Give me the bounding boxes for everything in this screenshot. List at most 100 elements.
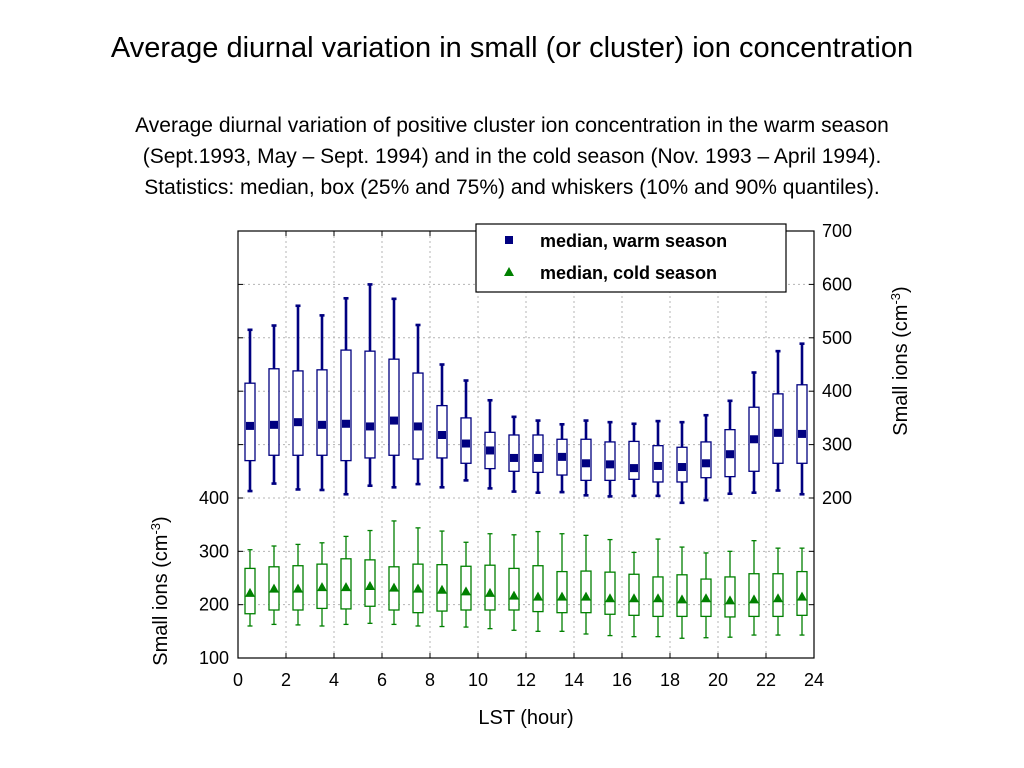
- cold-box-group: [340, 535, 352, 626]
- cold-median-marker: [413, 583, 423, 593]
- warm-box-group: [652, 419, 664, 498]
- y-axis-label-right-text: Small ions (cm: [890, 305, 912, 436]
- warm-box-group: [796, 342, 808, 496]
- warm-box-group: [628, 422, 640, 498]
- warm-median-marker: [558, 452, 566, 461]
- cold-median-marker: [461, 586, 471, 596]
- cold-box-group: [604, 538, 616, 637]
- cold-median-marker: [557, 591, 567, 601]
- warm-median-marker: [318, 420, 326, 429]
- warm-box-group: [604, 420, 616, 498]
- warm-median-marker: [270, 420, 278, 429]
- y-tick-label-right: 200: [822, 488, 852, 508]
- subtitle-line-2: (Sept.1993, May – Sept. 1994) and in the…: [142, 145, 882, 168]
- warm-median-marker: [486, 446, 494, 455]
- y-tick-label-right: 700: [822, 221, 852, 241]
- warm-box-group: [700, 413, 712, 502]
- cold-box-group: [292, 543, 304, 626]
- cold-box: [532, 565, 544, 613]
- warm-box-group: [412, 323, 424, 486]
- cold-box-group: [244, 549, 256, 627]
- cold-box-group: [364, 529, 376, 624]
- box-plot-layer: [244, 283, 808, 639]
- x-tick-label: 20: [708, 670, 728, 690]
- cold-median-marker: [509, 590, 519, 600]
- cold-box-group: [268, 545, 280, 626]
- warm-box-group: [748, 371, 760, 494]
- x-axis-label: LST (hour): [478, 707, 573, 729]
- chart-subtitle: Average diurnal variation of positive cl…: [0, 110, 1024, 203]
- cold-median-marker: [581, 591, 591, 601]
- y-tick-label-right: 500: [822, 328, 852, 348]
- cold-box-group: [412, 527, 424, 627]
- warm-median-marker: [294, 418, 302, 427]
- warm-box-group: [676, 420, 688, 505]
- cold-box-group: [460, 541, 472, 628]
- warm-box-group: [388, 297, 400, 489]
- warm-median-marker: [726, 450, 734, 459]
- warm-median-marker: [654, 461, 662, 470]
- x-tick-label: 4: [329, 670, 339, 690]
- y-axis-label-left-end: ): [150, 516, 172, 523]
- cold-median-marker: [269, 583, 279, 593]
- cold-median-marker: [485, 587, 495, 597]
- warm-median-marker: [342, 419, 350, 428]
- warm-box-group: [340, 296, 352, 496]
- warm-box-group: [532, 419, 544, 494]
- cold-box-group: [724, 550, 736, 638]
- cold-box-group: [700, 552, 712, 639]
- warm-median-marker: [510, 453, 518, 462]
- x-tick-label: 0: [233, 670, 243, 690]
- warm-median-marker: [678, 463, 686, 472]
- warm-median-marker: [798, 429, 806, 438]
- warm-median-marker: [414, 422, 422, 431]
- x-tick-label: 22: [756, 670, 776, 690]
- y-tick-label-right: 600: [822, 274, 852, 294]
- cold-box-group: [484, 533, 496, 630]
- cold-box-group: [772, 547, 784, 636]
- axis-ticks: 0 2 4 6 8 10 12 14 16 18 20 22 242003004005006007001…: [199, 221, 852, 690]
- x-tick-label: 18: [660, 670, 680, 690]
- cold-median-marker: [677, 594, 687, 604]
- warm-box-group: [268, 324, 280, 485]
- legend-label-warm: median, warm season: [540, 231, 727, 251]
- cold-box-group: [748, 540, 760, 636]
- cold-box-group: [556, 533, 568, 632]
- y-tick-label-left: 100: [199, 648, 229, 668]
- warm-box-group: [436, 363, 448, 489]
- cold-box-group: [580, 534, 592, 635]
- legend-label-cold: median, cold season: [540, 263, 717, 283]
- cold-median-marker: [365, 581, 375, 590]
- cold-median-marker: [605, 593, 615, 603]
- warm-median-marker: [582, 459, 590, 468]
- x-tick-label: 2: [281, 670, 291, 690]
- cold-box-group: [628, 551, 640, 638]
- warm-median-marker: [606, 460, 614, 469]
- legend-box: [475, 223, 787, 293]
- warm-box-group: [580, 419, 592, 497]
- warm-box-group: [484, 398, 496, 490]
- warm-median-marker: [702, 459, 710, 468]
- cold-median-marker: [437, 584, 447, 594]
- warm-median-marker: [750, 435, 758, 444]
- y-axis-label-left: Small ions (cm-3): [148, 516, 173, 665]
- cold-median-marker: [797, 591, 807, 601]
- warm-median-marker: [438, 430, 446, 439]
- legend-marker-cold: [504, 267, 514, 276]
- warm-box: [244, 382, 256, 462]
- warm-box: [388, 358, 400, 456]
- x-tick-label: 10: [468, 670, 488, 690]
- chart-title: Average diurnal variation in small (or c…: [110, 32, 914, 64]
- x-tick-label: 6: [377, 670, 387, 690]
- warm-box: [340, 349, 352, 462]
- y-tick-label-right: 400: [822, 381, 852, 401]
- warm-box: [364, 350, 376, 459]
- cold-median-marker: [653, 593, 663, 603]
- warm-median-marker: [246, 421, 254, 430]
- warm-box: [292, 370, 304, 456]
- cold-median-marker: [341, 582, 351, 592]
- warm-box-group: [724, 399, 736, 496]
- warm-median-marker: [462, 439, 470, 448]
- legend-marker-warm: [505, 236, 513, 244]
